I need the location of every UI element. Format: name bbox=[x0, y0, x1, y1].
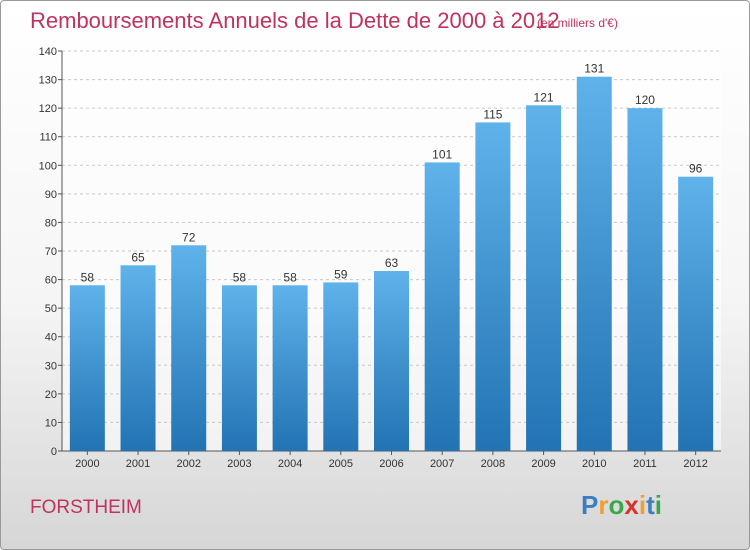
bar bbox=[221, 285, 257, 451]
data-label: 58 bbox=[81, 270, 95, 284]
logo-letter: i bbox=[638, 490, 647, 520]
bar bbox=[272, 285, 308, 451]
x-tick-label: 2009 bbox=[531, 458, 555, 470]
y-tick-label: 110 bbox=[39, 132, 57, 144]
y-tick-label: 60 bbox=[45, 275, 57, 287]
x-tick-label: 2007 bbox=[430, 458, 454, 470]
logo-letter: i bbox=[654, 490, 662, 520]
y-tick-label: 100 bbox=[39, 160, 57, 172]
data-label: 115 bbox=[483, 107, 502, 121]
x-tick-label: 2006 bbox=[379, 458, 403, 470]
y-tick-label: 20 bbox=[45, 389, 57, 401]
chart-title: Remboursements Annuels de la Dette de 20… bbox=[30, 8, 560, 33]
bar bbox=[627, 108, 663, 452]
bar bbox=[120, 265, 156, 451]
data-label: 63 bbox=[385, 256, 399, 270]
bar bbox=[678, 176, 714, 451]
bar bbox=[171, 245, 207, 451]
proxiti-logo: Proxiti bbox=[581, 490, 662, 521]
y-tick-label: 90 bbox=[45, 189, 57, 201]
x-tick-label: 2002 bbox=[176, 458, 200, 470]
x-tick-label: 2010 bbox=[582, 458, 606, 470]
logo-letter: x bbox=[624, 490, 639, 520]
y-tick-label: 50 bbox=[45, 303, 57, 315]
x-tick-label: 2004 bbox=[278, 458, 302, 470]
y-tick-label: 130 bbox=[39, 75, 57, 87]
bar bbox=[475, 122, 511, 451]
bar bbox=[424, 162, 460, 451]
x-tick-label: 2012 bbox=[683, 458, 707, 470]
logo-letter: o bbox=[608, 490, 625, 520]
y-tick-label: 140 bbox=[39, 46, 57, 58]
y-tick-label: 120 bbox=[39, 103, 57, 115]
data-label: 131 bbox=[584, 62, 604, 76]
data-label: 59 bbox=[334, 267, 348, 281]
x-tick-label: 2008 bbox=[481, 458, 505, 470]
data-label: 58 bbox=[283, 270, 297, 284]
x-tick-label: 2001 bbox=[126, 458, 150, 470]
x-tick-label: 2011 bbox=[633, 458, 657, 470]
commune-name: FORSTHEIM bbox=[30, 497, 142, 518]
bar bbox=[69, 285, 105, 451]
data-label: 96 bbox=[689, 162, 703, 176]
logo-letter: r bbox=[598, 490, 609, 520]
data-label: 58 bbox=[233, 270, 247, 284]
y-tick-label: 0 bbox=[51, 446, 57, 458]
bar bbox=[526, 105, 562, 452]
x-tick-label: 2003 bbox=[227, 458, 251, 470]
data-label: 120 bbox=[635, 93, 655, 107]
logo-letter: t bbox=[646, 490, 655, 520]
y-tick-label: 80 bbox=[45, 217, 57, 229]
bar bbox=[576, 76, 612, 451]
y-tick-label: 40 bbox=[45, 332, 57, 344]
x-tick-label: 2005 bbox=[329, 458, 353, 470]
bar bbox=[374, 271, 409, 451]
y-tick-label: 30 bbox=[45, 360, 57, 372]
data-label: 65 bbox=[131, 250, 145, 264]
logo-letter: P bbox=[581, 490, 599, 520]
data-label: 72 bbox=[182, 230, 196, 244]
data-label: 121 bbox=[534, 90, 554, 104]
chart-unit: (en milliers d'€) bbox=[537, 16, 618, 30]
y-tick-label: 70 bbox=[45, 246, 57, 258]
y-tick-label: 10 bbox=[45, 417, 57, 429]
data-label: 101 bbox=[432, 147, 452, 161]
bar bbox=[323, 282, 359, 451]
x-tick-label: 2000 bbox=[75, 458, 99, 470]
